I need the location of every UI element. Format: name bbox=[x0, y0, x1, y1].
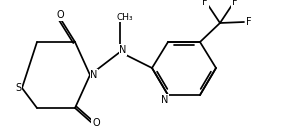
Text: N: N bbox=[119, 45, 127, 55]
Text: N: N bbox=[161, 95, 169, 105]
Text: O: O bbox=[92, 118, 100, 128]
Text: F: F bbox=[202, 0, 208, 7]
Text: F: F bbox=[232, 0, 238, 7]
Text: S: S bbox=[15, 83, 21, 93]
Text: N: N bbox=[90, 70, 98, 80]
Text: F: F bbox=[246, 17, 252, 27]
Text: CH₃: CH₃ bbox=[117, 13, 133, 22]
Text: O: O bbox=[56, 10, 64, 20]
